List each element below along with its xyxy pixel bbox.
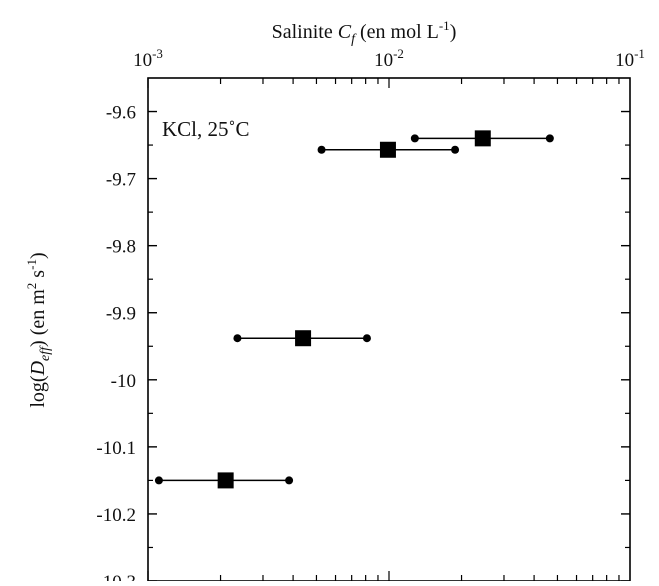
error-bar-low-cap-2 [233,334,242,343]
error-bar-high-cap-3 [451,145,460,154]
x-axis-title-subscript: f [351,32,357,47]
y-axis-title-mid: s [27,270,49,283]
y-tick-label: -9.9 [106,304,136,325]
x-tick-label-exp: -3 [152,46,163,61]
y-axis-title-prefix: log( [27,375,49,408]
y-tick-label: -10.1 [96,438,136,459]
ticks [147,78,630,582]
x-tick-label-exp: -2 [393,46,404,61]
x-axis-title-suffix: (en mol L [355,21,439,43]
data-point-1 [217,472,234,489]
x-axis-title-symbol: C [338,21,352,43]
error-bar-low-cap-4 [410,134,419,143]
data-point-3 [379,141,396,158]
error-bar-low-cap-1 [154,476,163,485]
x-axis-title-close: ) [450,21,457,43]
data-point-2 [295,330,312,347]
x-tick-label-base: 10 [374,50,393,71]
x-tick-label-base: 10 [133,50,152,71]
y-axis-title-subscript: eff [38,345,53,361]
y-tick-label: -9.6 [106,103,136,124]
error-bar-high-cap-2 [362,334,371,343]
y-tick-label: -10.2 [96,505,136,526]
y-tick-label: -9.8 [106,237,136,258]
annotation-kcl: KCl, 25˚C [162,117,250,141]
y-tick-label: -10.3 [96,572,136,581]
y-axis-title-suffix: ) (en m [27,289,49,347]
y-axis-title-symbol: D [27,360,49,376]
error-bar-high-cap-1 [285,476,294,485]
x-tick-label-exp: -1 [634,46,645,61]
data-marks [154,130,554,489]
error-bar-low-cap-3 [317,145,326,154]
x-axis-title-sup: -1 [439,18,450,33]
x-tick-label: 10-3 [133,46,163,71]
x-axis-title-prefix: Salinite [272,21,338,43]
y-axis-title: log(Deff) (en m2 s-1) [24,252,53,407]
x-tick-label-base: 10 [615,50,634,71]
y-axis-title-close: ) [27,252,49,259]
y-tick-label: -9.7 [106,170,136,191]
data-point-4 [474,130,491,147]
y-axis-title-sup1: 2 [24,283,39,290]
x-tick-label: 10-1 [615,46,645,71]
y-tick-label: -10 [111,371,136,392]
x-tick-label: 10-2 [374,46,404,71]
x-axis-title: Salinite Cf (en mol L-1) [272,18,457,47]
error-bar-high-cap-4 [545,134,554,143]
y-axis-title-sup2: -1 [24,259,39,270]
